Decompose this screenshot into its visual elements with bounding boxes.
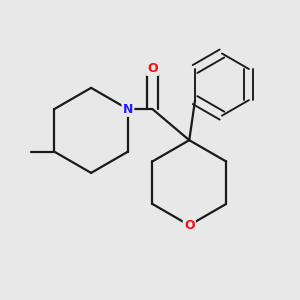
Text: O: O bbox=[147, 62, 158, 75]
Text: N: N bbox=[123, 103, 133, 116]
Text: O: O bbox=[184, 219, 195, 232]
